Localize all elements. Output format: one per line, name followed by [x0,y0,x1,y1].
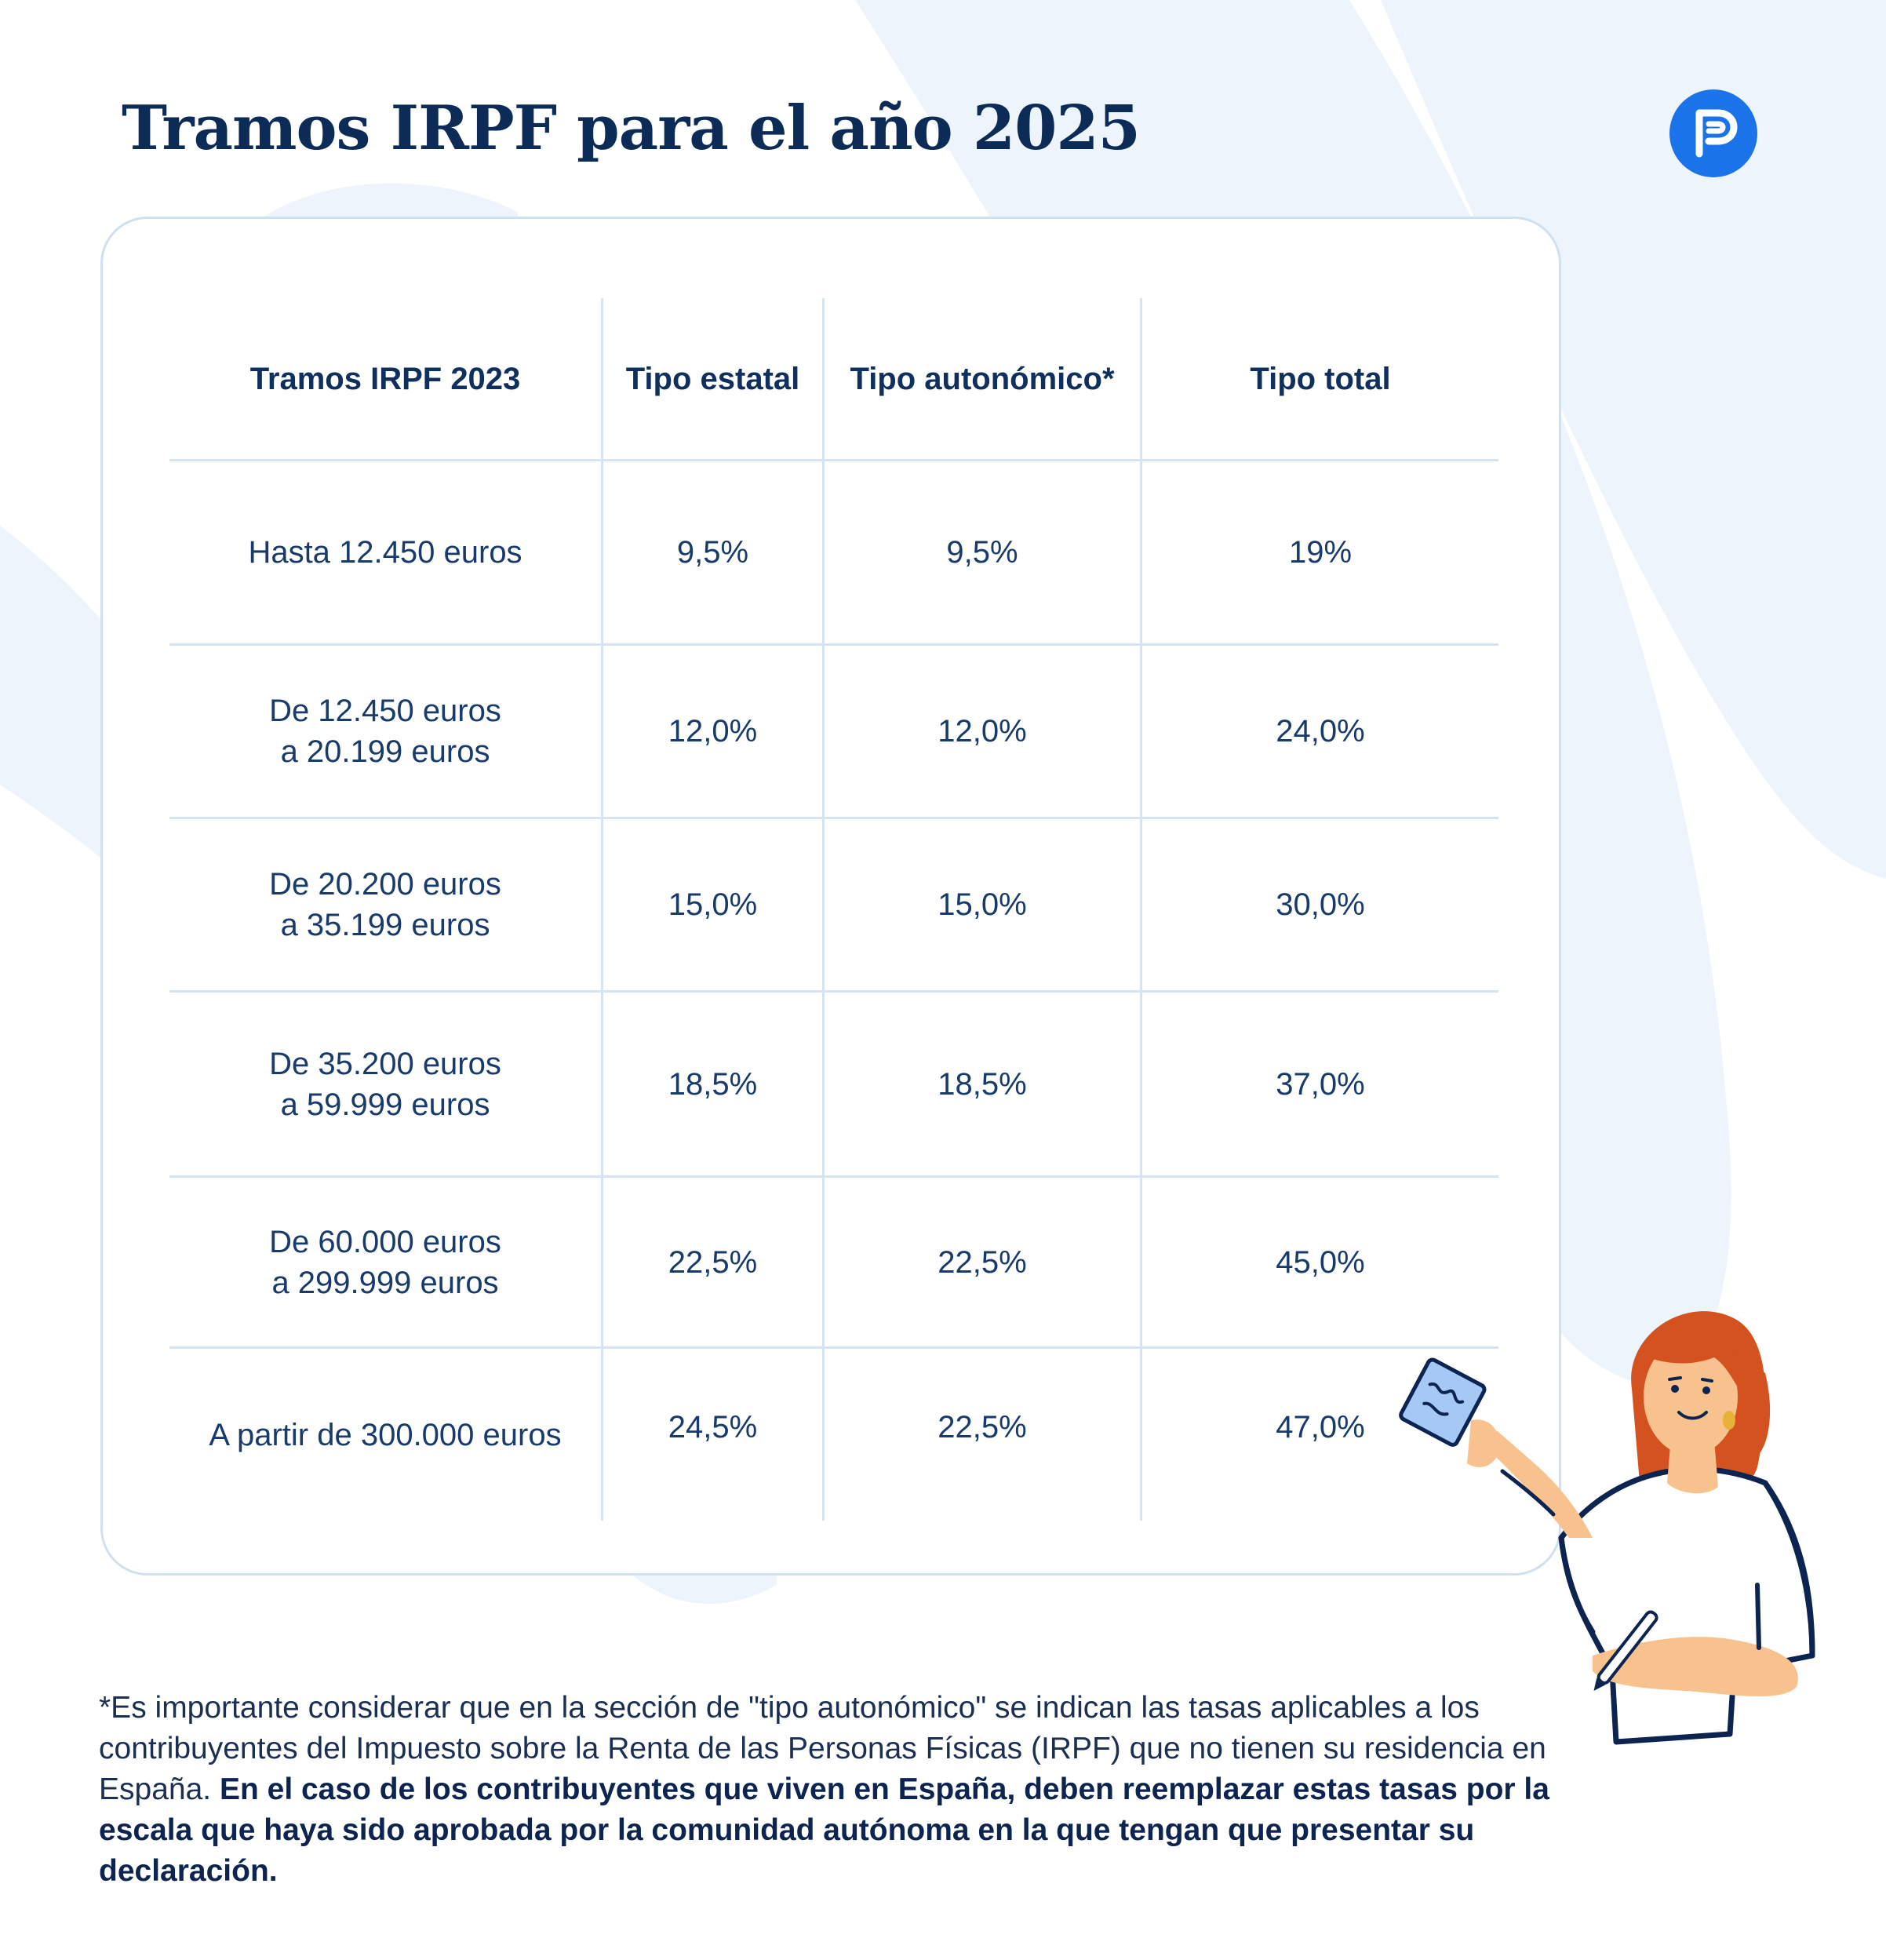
table-row-4-autonomico: 18,5% [938,1066,1027,1102]
column-divider [1140,298,1142,1521]
table-row-4-tramo: De 35.200 euros a 59.999 euros [269,1046,501,1122]
table-row-6-estatal: 24,5% [668,1410,758,1444]
table-row-2-estatal: 12,0% [668,714,758,749]
table-row-2-tramo: De 12.450 euros a 20.199 euros [269,694,501,769]
footnote-regular-text: *Es importante considerar que en la secc… [99,1691,1546,1806]
row-divider [169,1346,1498,1349]
table-row-3-total: 30,0% [1276,887,1365,922]
table-row-5-autonomico: 22,5% [938,1244,1027,1280]
table-row-2-autonomico: 12,0% [938,714,1027,749]
row-divider [169,990,1498,993]
table-row-1-estatal: 9,5% [676,535,749,570]
woman-holding-document-icon [1399,1311,1815,1745]
header-tipo-estatal: Tipo estatal [625,361,800,396]
irpf-table: Tramos IRPF 2023 Tipo estatal Tipo auton… [169,298,1498,1521]
table-card [100,217,1561,1576]
table-row-5-total: 45,0% [1276,1244,1365,1280]
table-row-5-estatal: 22,5% [668,1244,758,1280]
table-row-3-tramo: De 20.200 euros a 35.199 euros [269,867,501,942]
table-row-1-tramo: Hasta 12.450 euros [248,535,522,570]
page-title: Tramos IRPF para el año 2025 [122,93,1141,164]
table-row-3-autonomico: 15,0% [938,887,1027,922]
row-divider [169,817,1498,819]
footnote: *Es importante considerar que en la secc… [99,1688,1574,1892]
row-divider [169,1175,1498,1178]
row-divider [169,459,1498,461]
table-row-2-total: 24,0% [1276,714,1365,749]
table-row-1-autonomico: 9,5% [946,535,1018,570]
footnote-bold-text: En el caso de los contribuyentes que viv… [99,1772,1549,1888]
column-divider [822,298,825,1521]
p-logo-icon [1695,109,1738,158]
table-row-4-estatal: 18,5% [668,1066,758,1102]
table-row-3-estatal: 15,0% [668,887,758,922]
table-row-6-tramo: A partir de 300.000 euros [209,1417,562,1452]
table-row-4-total: 37,0% [1276,1066,1365,1102]
column-divider [601,298,603,1521]
table-row-6-total: 47,0% [1276,1410,1365,1444]
table-row-1-total: 19% [1288,535,1353,570]
header-tipo-autonomico: Tipo autonómico* [850,361,1115,396]
header-tipo-total: Tipo total [1250,361,1391,396]
row-divider [169,643,1498,646]
brand-logo [1669,89,1757,177]
header-tramos: Tramos IRPF 2023 [249,361,521,396]
table-row-5-tramo: De 60.000 euros a 299.999 euros [269,1224,501,1300]
table-row-6-autonomico: 22,5% [938,1410,1027,1444]
